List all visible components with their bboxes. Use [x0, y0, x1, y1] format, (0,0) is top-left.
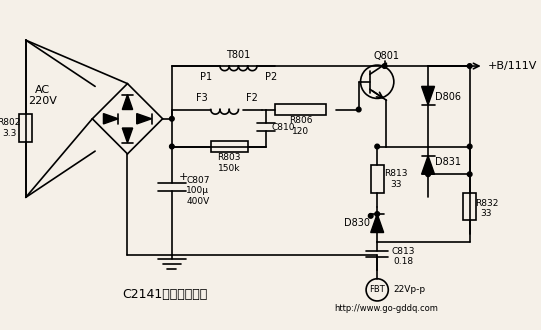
Text: F3: F3	[196, 93, 207, 103]
Text: C807
100μ
400V: C807 100μ 400V	[186, 176, 209, 206]
Bar	[210, 141, 248, 152]
Text: AC
220V: AC 220V	[28, 85, 57, 107]
Circle shape	[169, 116, 174, 121]
Circle shape	[426, 172, 431, 177]
Polygon shape	[421, 86, 434, 105]
Circle shape	[375, 144, 379, 149]
Text: +: +	[179, 172, 188, 182]
Text: R813
33: R813 33	[384, 169, 407, 188]
Text: F2: F2	[246, 93, 258, 103]
Text: C2141电源（局部）: C2141电源（局部）	[122, 288, 207, 301]
Text: T801: T801	[226, 50, 250, 60]
Circle shape	[382, 64, 387, 68]
Circle shape	[467, 64, 472, 68]
Polygon shape	[103, 114, 118, 124]
Text: P1: P1	[200, 72, 212, 82]
Polygon shape	[421, 156, 434, 174]
Bar	[275, 104, 326, 115]
Circle shape	[467, 172, 472, 177]
Bar	[19, 114, 32, 142]
Text: D806: D806	[436, 92, 461, 103]
Text: Q801: Q801	[373, 51, 399, 61]
Circle shape	[169, 144, 174, 149]
Circle shape	[467, 144, 472, 149]
Bar	[463, 193, 476, 220]
Text: R806
120: R806 120	[289, 116, 312, 136]
Text: R832
33: R832 33	[474, 199, 498, 218]
Bar	[371, 165, 384, 193]
Polygon shape	[371, 214, 384, 233]
Text: +B/111V: +B/111V	[488, 61, 538, 71]
Text: 22Vp-p: 22Vp-p	[393, 285, 426, 294]
Polygon shape	[122, 128, 133, 143]
Text: D830: D830	[344, 218, 370, 228]
Circle shape	[357, 107, 361, 112]
Text: R803
150k: R803 150k	[217, 153, 241, 173]
Circle shape	[375, 212, 379, 216]
Text: D831: D831	[436, 157, 461, 167]
Text: C813
0.18: C813 0.18	[391, 247, 415, 266]
Text: P2: P2	[265, 72, 277, 82]
Circle shape	[368, 214, 373, 218]
Text: FBT: FBT	[370, 285, 385, 294]
Text: http://www.go-gddq.com: http://www.go-gddq.com	[334, 304, 438, 313]
Polygon shape	[137, 114, 151, 124]
Text: R802
3.3: R802 3.3	[0, 118, 21, 138]
Text: C810: C810	[271, 122, 295, 132]
Polygon shape	[122, 95, 133, 110]
